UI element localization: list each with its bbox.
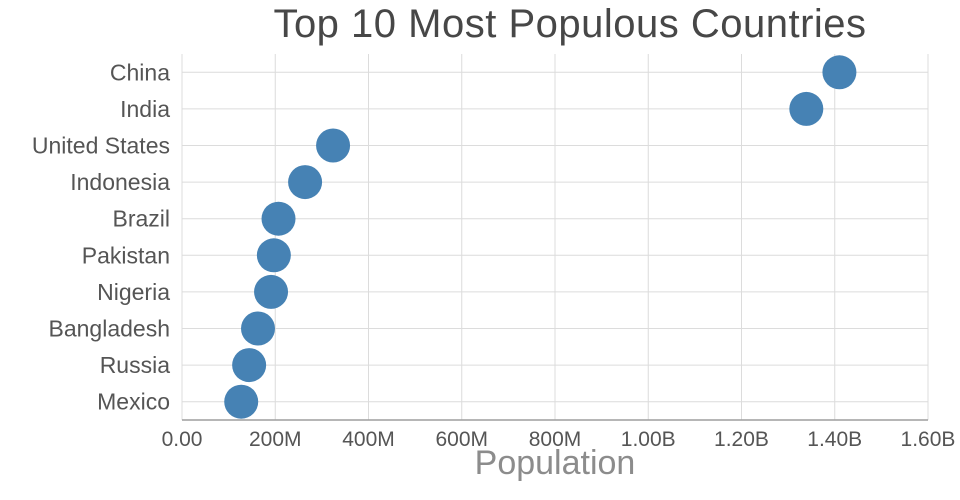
x-tick-label: 600M bbox=[435, 428, 488, 451]
data-point bbox=[254, 274, 289, 309]
data-point bbox=[256, 238, 291, 273]
y-axis-label: Bangladesh bbox=[49, 316, 171, 342]
data-point bbox=[232, 348, 267, 383]
x-tick-label: 1.00B bbox=[621, 428, 676, 451]
x-tick-label: 800M bbox=[529, 428, 582, 451]
chart-title: Top 10 Most Populous Countries bbox=[273, 2, 866, 46]
y-axis-label: Indonesia bbox=[70, 169, 170, 195]
y-axis-label: Russia bbox=[100, 352, 171, 378]
data-point bbox=[789, 91, 824, 126]
data-point bbox=[224, 384, 259, 419]
x-axis-title: Population bbox=[475, 444, 636, 482]
x-tick-label: 400M bbox=[342, 428, 395, 451]
x-tick-label: 200M bbox=[249, 428, 302, 451]
x-tick-label: 0.00 bbox=[162, 428, 203, 451]
y-axis-label: Brazil bbox=[112, 206, 170, 232]
x-tick-label: 1.20B bbox=[714, 428, 769, 451]
y-axis-label: China bbox=[110, 59, 170, 85]
data-point bbox=[316, 128, 351, 163]
y-axis-label: Mexico bbox=[97, 389, 170, 415]
data-point bbox=[240, 311, 275, 346]
y-axis-label: United States bbox=[32, 133, 170, 159]
data-point bbox=[822, 55, 857, 90]
y-axis-label: Nigeria bbox=[97, 279, 170, 305]
data-point bbox=[261, 201, 296, 236]
x-tick-label: 1.60B bbox=[901, 428, 956, 451]
y-axis-label: India bbox=[120, 96, 170, 122]
data-point bbox=[288, 165, 323, 200]
x-tick-label: 1.40B bbox=[807, 428, 862, 451]
y-axis-label: Pakistan bbox=[82, 242, 170, 268]
